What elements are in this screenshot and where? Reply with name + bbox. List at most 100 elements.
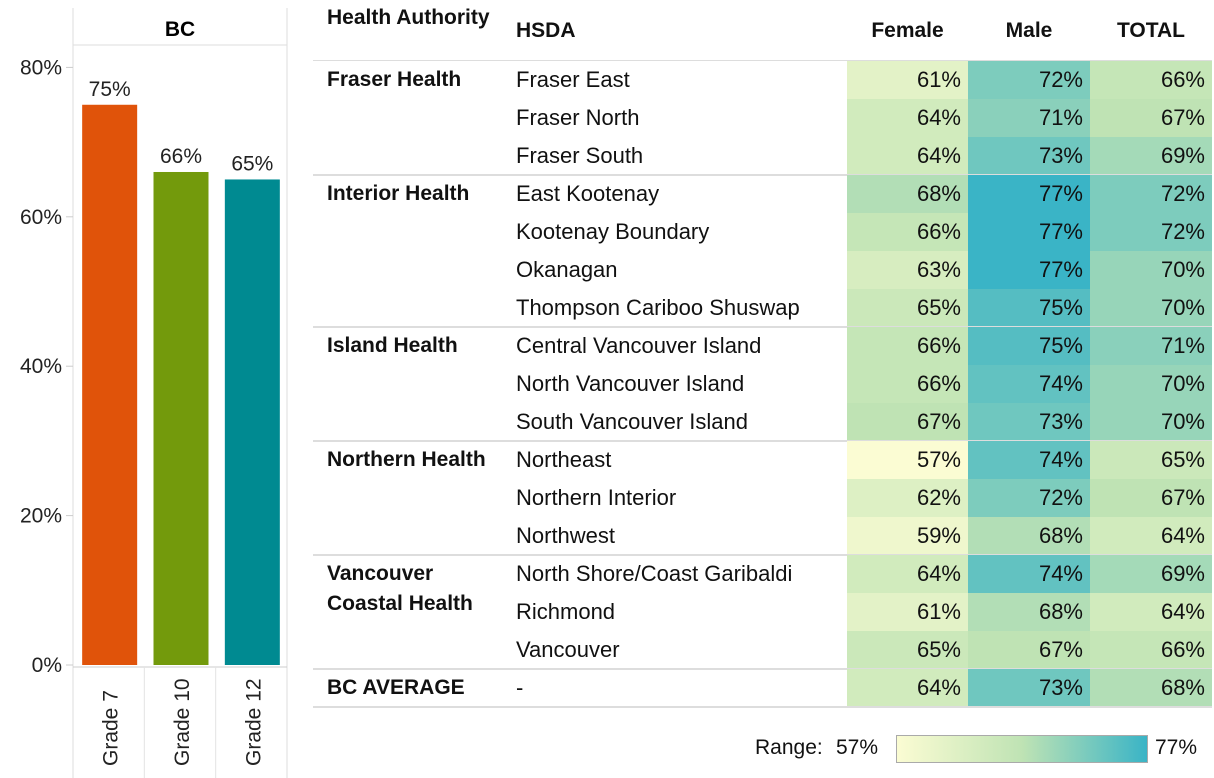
bar bbox=[153, 171, 209, 665]
hsda: Northwest bbox=[516, 523, 616, 548]
group-name: BC AVERAGE bbox=[327, 676, 465, 699]
chart-title: BC bbox=[165, 18, 195, 41]
hsda: Northeast bbox=[516, 447, 612, 472]
rule bbox=[313, 60, 1212, 61]
hsda: Fraser North bbox=[516, 105, 640, 130]
rule bbox=[313, 668, 1212, 670]
group-name: Northern Health bbox=[327, 448, 486, 471]
heat-cell: 68% bbox=[968, 593, 1090, 631]
heat-cell: 68% bbox=[1090, 669, 1212, 707]
heat-cell: 59% bbox=[847, 517, 968, 555]
heat-cell: 57% bbox=[847, 441, 968, 479]
heat-cell: 71% bbox=[968, 99, 1090, 137]
heat-cell: 69% bbox=[1090, 137, 1212, 175]
hsda: North Vancouver Island bbox=[516, 371, 745, 396]
column-header: HSDA bbox=[516, 19, 576, 42]
heat-cell: 65% bbox=[847, 289, 968, 327]
rule bbox=[313, 174, 1212, 176]
heat-cell: 64% bbox=[1090, 517, 1212, 555]
heat-cell: 67% bbox=[1090, 479, 1212, 517]
heat-cell: 64% bbox=[847, 99, 968, 137]
column-header: Health Authority bbox=[327, 6, 490, 29]
heat-cell: 72% bbox=[968, 479, 1090, 517]
heat-cell: 64% bbox=[847, 669, 968, 707]
heat-cell: 64% bbox=[847, 137, 968, 175]
hsda: Kootenay Boundary bbox=[516, 219, 710, 244]
y-tick-label: 80% bbox=[20, 56, 62, 79]
column-header: Male bbox=[1005, 19, 1053, 42]
hsda: Northern Interior bbox=[516, 485, 677, 510]
hsda: Central Vancouver Island bbox=[516, 333, 762, 358]
heat-cell: 61% bbox=[847, 593, 968, 631]
heat-cell: 70% bbox=[1090, 251, 1212, 289]
heat-cell: 66% bbox=[847, 213, 968, 251]
heat-cell: 73% bbox=[968, 403, 1090, 441]
heat-cell: 75% bbox=[968, 289, 1090, 327]
rule bbox=[313, 440, 1212, 442]
colorbar-tick: 77% bbox=[1155, 736, 1198, 759]
heat-cell: 77% bbox=[968, 213, 1090, 251]
column-header: Female bbox=[871, 19, 944, 42]
hsda: Vancouver bbox=[516, 637, 620, 662]
rule bbox=[313, 326, 1212, 328]
group-name: Island Health bbox=[327, 334, 458, 357]
bar bbox=[224, 179, 280, 665]
hsda: Thompson Cariboo Shuswap bbox=[516, 295, 800, 320]
hsda: South Vancouver Island bbox=[516, 409, 748, 434]
rule bbox=[313, 706, 1212, 708]
heat-cell: 66% bbox=[847, 365, 968, 403]
heat-cell: 72% bbox=[968, 61, 1090, 99]
bar-chart: BC 0% 20% 40% 60% 80% 75% Grade 7 66% Grade 10 65… bbox=[20, 8, 288, 778]
heat-cell: 70% bbox=[1090, 403, 1212, 441]
x-tick-label: Grade 12 bbox=[242, 678, 265, 766]
heat-cell: 66% bbox=[1090, 61, 1212, 99]
heat-cell: 63% bbox=[847, 251, 968, 289]
heat-cell: 74% bbox=[968, 555, 1090, 593]
hsda: East Kootenay bbox=[516, 181, 660, 206]
colorbar-label: Range: bbox=[755, 736, 823, 759]
heat-cell: 70% bbox=[1090, 365, 1212, 403]
heat-cell: 72% bbox=[1090, 213, 1212, 251]
heat-cell: 77% bbox=[968, 251, 1090, 289]
heat-cell: 74% bbox=[968, 441, 1090, 479]
heat-cell: 64% bbox=[1090, 593, 1212, 631]
heat-cell: 73% bbox=[968, 137, 1090, 175]
y-tick-label: 20% bbox=[20, 505, 62, 528]
y-tick-label: 60% bbox=[20, 206, 62, 229]
rule bbox=[313, 554, 1212, 556]
colorbar bbox=[896, 735, 1148, 763]
heat-cell: 75% bbox=[968, 327, 1090, 365]
column-header: TOTAL bbox=[1116, 19, 1186, 42]
x-tick-label: Grade 7 bbox=[100, 690, 123, 766]
x-tick-label: Grade 10 bbox=[171, 678, 194, 766]
hsda: Fraser East bbox=[516, 67, 630, 92]
heat-cell: 73% bbox=[968, 669, 1090, 707]
heat-cell: 70% bbox=[1090, 289, 1212, 327]
group-name: Vancouver Coastal Health bbox=[327, 562, 473, 615]
value-label: 66% bbox=[160, 145, 202, 168]
heat-cell: 68% bbox=[968, 517, 1090, 555]
heat-cell: 62% bbox=[847, 479, 968, 517]
hsda: Okanagan bbox=[516, 257, 618, 282]
heat-cell: 64% bbox=[847, 555, 968, 593]
heat-cell: 66% bbox=[847, 327, 968, 365]
y-tick-label: 40% bbox=[20, 355, 62, 378]
hsda: Fraser South bbox=[516, 143, 644, 168]
hsda: - bbox=[516, 675, 524, 700]
hsda: Richmond bbox=[516, 599, 616, 624]
group-name: Fraser Health bbox=[327, 68, 462, 91]
heat-cell: 66% bbox=[1090, 631, 1212, 669]
value-label: 75% bbox=[89, 78, 131, 101]
value-label: 65% bbox=[231, 152, 273, 175]
heat-cell: 69% bbox=[1090, 555, 1212, 593]
heat-cell: 72% bbox=[1090, 175, 1212, 213]
heat-cell: 67% bbox=[1090, 99, 1212, 137]
heat-cell: 77% bbox=[968, 175, 1090, 213]
y-tick-label: 0% bbox=[32, 654, 62, 677]
heat-cell: 65% bbox=[1090, 441, 1212, 479]
heat-cell: 68% bbox=[847, 175, 968, 213]
bar bbox=[82, 104, 138, 665]
heat-cell: 61% bbox=[847, 61, 968, 99]
